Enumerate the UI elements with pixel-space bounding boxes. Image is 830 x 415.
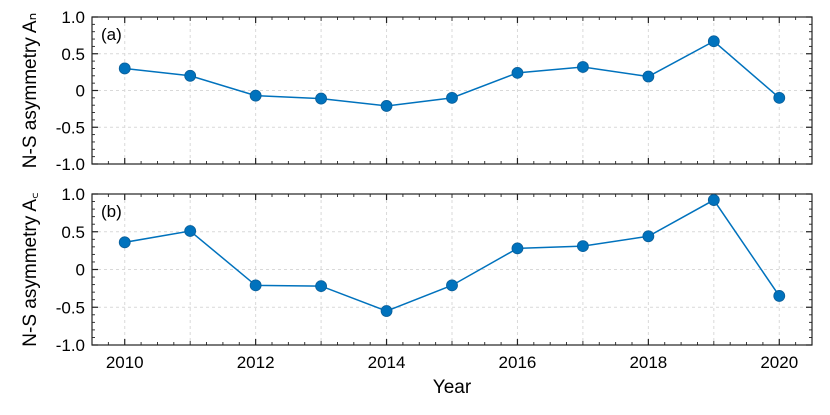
panel-b-tag: (b) xyxy=(101,202,122,221)
panel-b-data-point xyxy=(773,290,786,302)
panel-b-data-point xyxy=(380,305,393,317)
panel-a-data-point xyxy=(773,91,786,104)
panel-a-data-point xyxy=(707,35,720,48)
panel-a-data-point xyxy=(249,89,262,102)
panel-a-data-point xyxy=(380,100,393,112)
panel-b-ytick-label: -1.0 xyxy=(56,336,85,355)
panel-a-data-point xyxy=(315,92,327,105)
panel-b-data-point xyxy=(511,242,524,255)
panel-a-ytick-label: 0 xyxy=(76,82,85,101)
panel-b-ylabel: N-S asymmetry A꜀ xyxy=(20,192,41,346)
xtick-label: 2016 xyxy=(499,353,537,372)
panel-a-data-point xyxy=(118,62,131,75)
panel-a-data-point xyxy=(577,61,589,73)
xtick-label: 2010 xyxy=(106,353,144,372)
panel-a-ytick-label: 0.5 xyxy=(61,45,85,64)
panel-b-data-point xyxy=(577,240,589,252)
panel-a-data-point xyxy=(184,69,197,82)
panel-b-ytick-label: -0.5 xyxy=(56,298,85,317)
panel-b-ytick-label: 1.0 xyxy=(61,185,85,204)
panel-b-ytick-label: 0.5 xyxy=(61,223,85,242)
panel-a-ytick-label: -0.5 xyxy=(56,118,85,137)
panel-a-ytick-label: -1.0 xyxy=(56,155,85,174)
panel-a-ylabel: N-S asymmetry Aₙ xyxy=(20,13,41,168)
panel-b-data-point xyxy=(446,279,458,292)
x-axis-label: Year xyxy=(433,377,472,398)
xtick-label: 2012 xyxy=(237,353,275,372)
xtick-label: 2020 xyxy=(760,353,798,372)
panel-a-data-point xyxy=(511,66,524,79)
panel-b-data-point xyxy=(315,280,327,293)
panel-b-data-point xyxy=(249,279,262,292)
panel-a-tag: (a) xyxy=(101,25,122,44)
panel-a-data-point xyxy=(642,70,655,83)
panel-b-data-point xyxy=(707,194,720,206)
panel-b-data-point xyxy=(184,225,197,237)
panel-b-ytick-label: 0 xyxy=(76,261,85,280)
xtick-label: 2018 xyxy=(629,353,667,372)
panel-a-data-point xyxy=(446,91,458,104)
xtick-label: 2014 xyxy=(368,353,406,372)
panel-b-data-point xyxy=(642,230,655,243)
panel-b-data-point xyxy=(118,236,131,249)
panel-a-ytick-label: 1.0 xyxy=(61,8,85,27)
